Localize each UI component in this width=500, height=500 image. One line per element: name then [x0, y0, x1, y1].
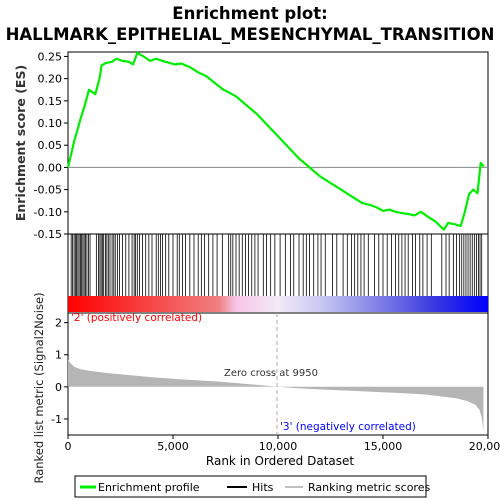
metric-panel: -1 0 1 2 Zero cross at 9950 '2' (positively… [51, 312, 489, 436]
x-tick-label: 20,000 [469, 440, 500, 453]
metric-y-ticks: -1 0 1 2 [51, 317, 68, 426]
metric-panel-frame [67, 312, 489, 436]
x-axis-ticks: 0 5,000 10,000 15,000 20,000 [65, 435, 500, 453]
metric-y-tick-label: 2 [55, 317, 62, 330]
legend-label-hits: Hits [252, 481, 274, 494]
x-tick-label: 5,000 [157, 440, 189, 453]
es-y-tick-label: 0.00 [38, 161, 63, 174]
es-y-tick-label: 0.15 [38, 95, 63, 108]
es-y-ticks: -0.15 -0.10 -0.05 0.00 0.05 0.10 0.15 0.20 0.25 [34, 50, 68, 241]
zero-cross-label: Zero cross at 9950 [224, 368, 318, 379]
es-panel: -0.15 -0.10 -0.05 0.00 0.05 0.10 0.15 0.20 0.25 [34, 50, 489, 241]
x-tick-label: 0 [65, 440, 72, 453]
legend: Enrichment profile Hits Ranking metric s… [74, 475, 430, 498]
legend-label-ranking-metric: Ranking metric scores [308, 481, 430, 494]
es-y-tick-label: 0.25 [38, 50, 63, 63]
metric-y-tick-label: 0 [55, 381, 62, 394]
metric-y-tick-label: -1 [51, 413, 62, 426]
x-tick-label: 10,000 [259, 440, 298, 453]
positive-correlation-label: '2' (positively correlated) [71, 312, 202, 324]
metric-y-tick-label: 1 [55, 349, 62, 362]
es-y-tick-label: -0.10 [34, 206, 62, 219]
x-tick-label: 15,000 [364, 440, 403, 453]
es-y-tick-label: 0.05 [38, 139, 63, 152]
x-axis-label: Rank in Ordered Dataset [206, 454, 354, 468]
legend-label-enrichment-profile: Enrichment profile [98, 481, 200, 494]
es-panel-frame [67, 51, 489, 235]
es-y-tick-label: -0.15 [34, 228, 62, 241]
legend-frame [74, 475, 427, 498]
chart-title-line1: Enrichment plot: [172, 4, 327, 23]
es-y-tick-label: -0.05 [34, 184, 62, 197]
hit-ticks [70, 234, 483, 296]
hits-panel [67, 233, 489, 314]
es-y-tick-label: 0.10 [38, 117, 63, 130]
chart-title-line2: HALLMARK_EPITHELIAL_MESENCHYMAL_TRANSITI… [6, 25, 495, 44]
es-y-tick-label: 0.20 [38, 73, 63, 86]
metric-y-axis-label: Ranked list metric (Signal2Noise) [32, 292, 46, 483]
es-y-axis-label: Enrichment score (ES) [13, 65, 28, 221]
enrichment-profile-line [66, 51, 485, 231]
negative-correlation-label: '3' (negatively correlated) [280, 421, 416, 433]
rank-color-bar [68, 296, 488, 312]
